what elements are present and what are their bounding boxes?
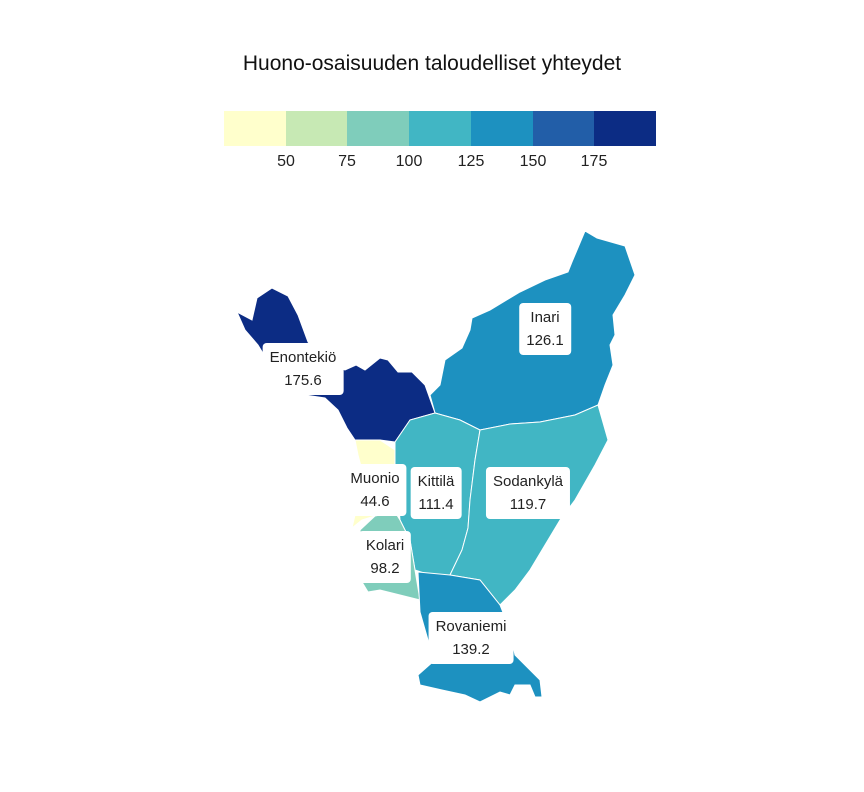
region-name: Sodankylä: [492, 473, 564, 490]
region-label-inari: Inari 126.1: [519, 303, 571, 355]
region-value: 98.2: [370, 560, 400, 577]
region-label-kolari: Kolari 98.2: [358, 531, 412, 583]
legend-ticks: 50 75 100 125 150 175: [224, 153, 656, 173]
region-value: 44.6: [360, 493, 390, 510]
map-title: Huono-osaisuuden taloudelliset yhteydet: [242, 52, 622, 75]
region-label-enontekio: Enontekiö 175.6: [262, 343, 344, 395]
legend-tick: 175: [580, 153, 608, 170]
region-value: 126.1: [526, 332, 564, 349]
region-name: Rovaniemi: [435, 618, 507, 635]
legend-swatch: [470, 111, 533, 146]
region-label-muonio: Muonio 44.6: [343, 464, 407, 516]
legend-swatch: [532, 111, 595, 146]
legend-swatch: [347, 111, 410, 146]
region-value: 139.2: [452, 641, 490, 658]
legend-tick: 50: [277, 153, 295, 170]
legend-swatch: [285, 111, 348, 146]
region-name: Kolari: [365, 537, 405, 554]
color-legend: [224, 111, 657, 146]
legend-swatch: [409, 111, 471, 146]
legend-tick: 125: [457, 153, 485, 170]
region-label-sodankyla: Sodankylä 119.7: [485, 467, 571, 519]
legend-swatch: [224, 111, 286, 146]
region-value: 175.6: [284, 372, 322, 389]
legend-tick: 150: [519, 153, 547, 170]
region-label-kittila: Kittilä 111.4: [410, 467, 462, 519]
region-label-rovaniemi: Rovaniemi 139.2: [428, 612, 514, 664]
region-name: Inari: [530, 309, 560, 326]
region-value: 111.4: [418, 496, 454, 513]
legend-swatch: [594, 111, 657, 146]
region-value: 119.7: [509, 496, 547, 513]
legend-tick: 75: [338, 153, 356, 170]
legend-tick: 100: [395, 153, 423, 170]
region-name: Muonio: [350, 470, 400, 487]
region-name: Kittilä: [417, 473, 455, 490]
region-name: Enontekiö: [269, 349, 337, 366]
